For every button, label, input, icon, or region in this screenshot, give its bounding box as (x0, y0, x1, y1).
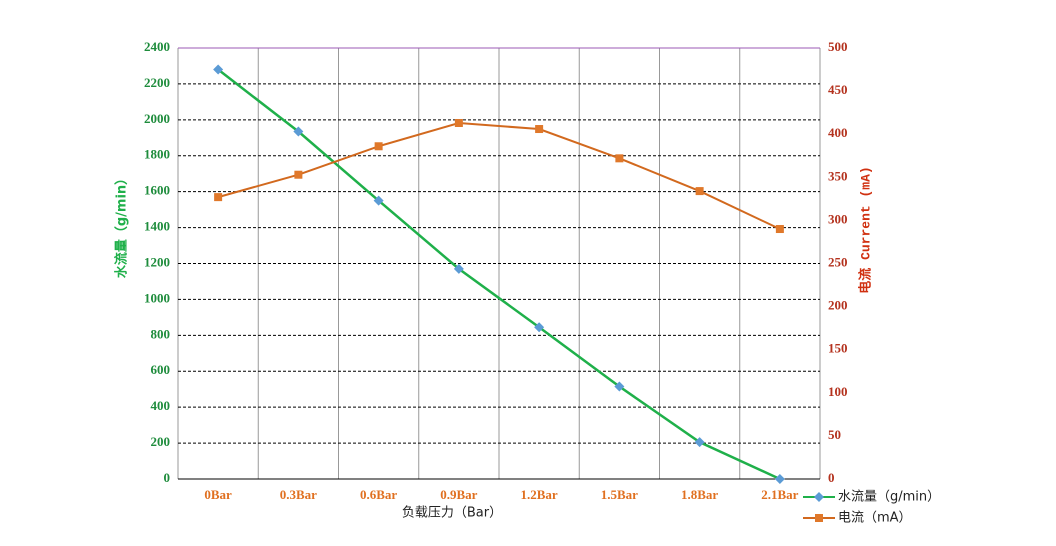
y2-tick-label: 500 (828, 39, 848, 54)
y-tick-label: 400 (151, 398, 171, 413)
data-point (453, 263, 464, 274)
y-tick-label: 800 (151, 326, 171, 341)
x-tick-label: 1.5Bar (601, 487, 638, 502)
series-line (217, 121, 781, 230)
data-point (374, 142, 383, 151)
data-point (774, 474, 785, 484)
y2-tick-label: 400 (828, 125, 848, 140)
y-tick-label: 1000 (144, 290, 170, 305)
data-point (214, 193, 223, 202)
legend-marker (814, 492, 824, 502)
x-tick-label: 0.3Bar (280, 487, 317, 502)
y2-tick-label: 200 (828, 298, 848, 313)
x-tick-label: 2.1Bar (761, 487, 798, 502)
y-tick-label: 1600 (144, 183, 170, 198)
y2-tick-label: 0 (828, 470, 835, 485)
y-tick-label: 1400 (144, 219, 170, 234)
x-tick-label: 0.6Bar (360, 487, 397, 502)
y2-tick-label: 450 (828, 82, 848, 97)
y-tick-label: 1200 (144, 254, 170, 269)
data-point (294, 170, 303, 179)
y-tick-label: 1800 (144, 147, 170, 162)
y2-tick-label: 150 (828, 341, 848, 356)
y-tick-label: 600 (151, 362, 171, 377)
y-tick-label: 2400 (144, 39, 170, 54)
data-point (534, 322, 545, 333)
y-tick-label: 0 (164, 470, 171, 485)
data-point (615, 154, 624, 163)
data-point (535, 125, 544, 134)
y-tick-label: 200 (151, 434, 171, 449)
x-tick-label: 0Bar (204, 487, 232, 502)
data-point (373, 195, 384, 206)
y2-tick-label: 100 (828, 384, 848, 399)
legend-label: 电流（mA） (838, 511, 912, 526)
y2-tick-label: 350 (828, 168, 848, 183)
data-point (694, 437, 705, 448)
y-axis-title: 水流量（g/min） (114, 172, 130, 278)
data-point (614, 381, 625, 392)
y-tick-label: 2000 (144, 111, 170, 126)
data-point (454, 118, 463, 127)
y2-axis-title: 电流 Current (mA) (857, 166, 873, 293)
legend-marker (815, 514, 823, 522)
x-axis-title: 负载压力（Bar） (402, 506, 502, 521)
y2-tick-label: 250 (828, 254, 848, 269)
x-tick-label: 1.2Bar (521, 487, 558, 502)
data-point (695, 187, 704, 196)
series-line (217, 68, 781, 481)
x-tick-label: 1.8Bar (681, 487, 718, 502)
y-tick-label: 2200 (144, 75, 170, 90)
y2-tick-label: 300 (828, 211, 848, 226)
x-tick-label: 0.9Bar (440, 487, 477, 502)
data-point (293, 126, 304, 137)
y2-tick-label: 50 (828, 427, 841, 442)
legend-label: 水流量（g/min） (838, 490, 940, 505)
data-point (213, 64, 224, 75)
data-point (775, 225, 784, 234)
